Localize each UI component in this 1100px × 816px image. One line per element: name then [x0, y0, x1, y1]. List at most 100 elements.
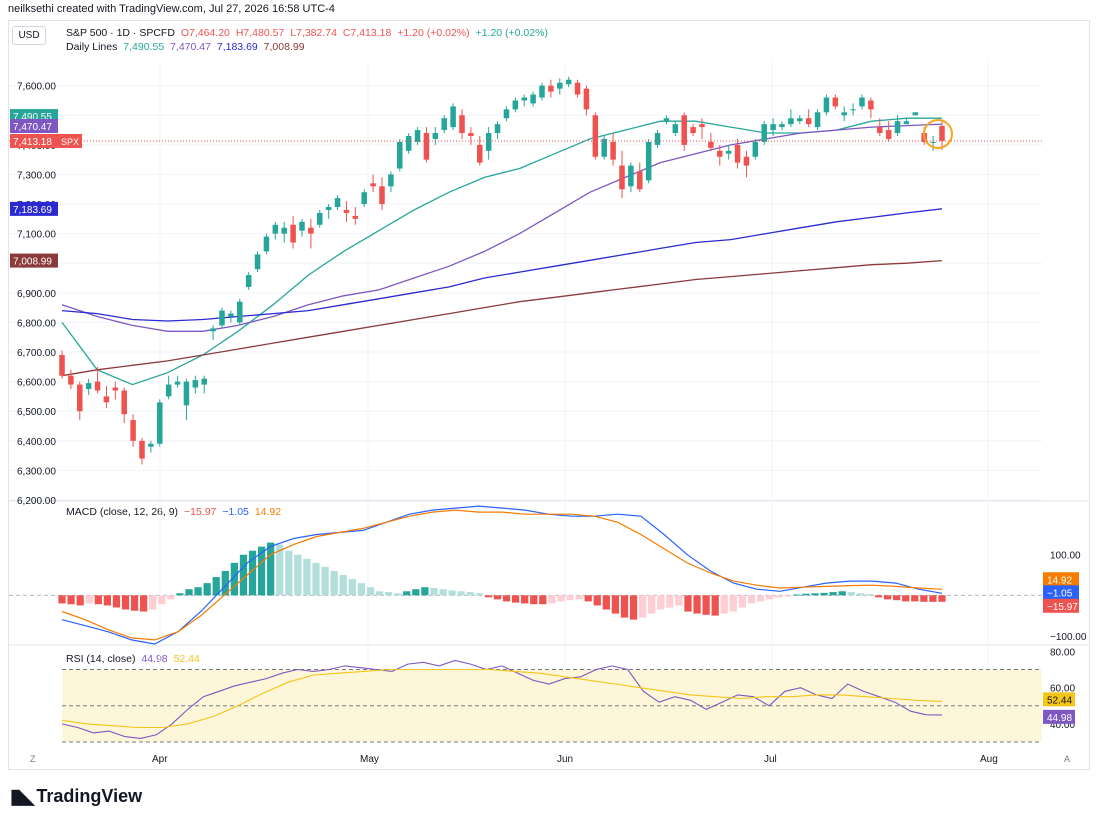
auto-scale-toggle[interactable]: A — [1064, 754, 1071, 764]
candle-body — [59, 354, 65, 376]
change-value-2: +1.20 (+0.02%) — [475, 27, 548, 39]
price-label-tag — [10, 133, 58, 148]
candle-body — [423, 133, 430, 160]
price-tick-label: 7,100.00 — [17, 230, 56, 241]
candle-body — [94, 381, 101, 391]
macd-histogram-bar — [176, 593, 184, 596]
macd-histogram-bar — [285, 550, 293, 596]
macd-histogram-bar — [820, 592, 828, 596]
rsi-tick-label: 80.00 — [1050, 647, 1075, 658]
macd-histogram-bar — [67, 595, 75, 605]
macd-histogram-bar — [811, 593, 819, 596]
candle-body — [788, 118, 794, 125]
candle-body — [912, 112, 919, 116]
candle-body — [308, 227, 314, 234]
macd-histogram-bar — [366, 587, 375, 596]
price-tick-label: 7,300.00 — [17, 170, 56, 181]
price-tick-label: 6,500.00 — [17, 407, 56, 418]
macd-histogram-bar — [766, 595, 774, 600]
brand-name: TradingView — [36, 786, 143, 806]
macd-legend: MACD (close, 12, 26, 9) −15.97 −1.05 14.… — [66, 506, 284, 518]
rsi-legend: RSI (14, close) 44.98 52.44 — [66, 653, 203, 665]
candle-body — [414, 130, 421, 142]
macd-signal-value: 14.92 — [254, 506, 282, 518]
macd-histogram-bar — [439, 589, 447, 596]
macd-histogram-bar — [121, 595, 130, 610]
candle-body — [885, 130, 892, 139]
candle-body — [939, 125, 945, 141]
macd-histogram-bar — [394, 593, 402, 596]
candle-body — [165, 384, 172, 397]
x-tick-label: Jul — [764, 754, 777, 765]
candle-body — [761, 124, 767, 142]
ma-line-1 — [61, 117, 942, 386]
macd-histogram-bar — [76, 595, 84, 606]
x-tick-label: Apr — [152, 754, 168, 765]
macd-histogram-bar — [784, 595, 792, 597]
candle-body — [734, 144, 741, 163]
symbol-label[interactable]: S&P 500 · 1D · SPCFD — [66, 27, 175, 39]
macd-histogram-bar — [112, 595, 121, 608]
macd-histogram-bar — [511, 595, 520, 603]
candle-body — [112, 387, 119, 391]
macd-histogram-bar — [611, 595, 620, 614]
price-tick-label: 7,600.00 — [17, 82, 56, 93]
currency-button[interactable]: USD — [12, 26, 46, 45]
candle-body — [868, 100, 874, 110]
chart-frame — [8, 20, 1090, 770]
macd-tick-label: 100.00 — [1050, 551, 1081, 562]
macd-histogram-bar — [230, 562, 238, 596]
macd-signal-line — [61, 509, 943, 641]
candle-body — [77, 384, 83, 412]
macd-histogram-bar — [457, 591, 465, 596]
rsi-value-tag — [1043, 692, 1075, 707]
timezone-toggle[interactable]: Z — [30, 754, 36, 764]
macd-label[interactable]: MACD (close, 12, 26, 9) — [66, 506, 179, 518]
macd-histogram-bar — [602, 595, 610, 610]
candle-body — [477, 144, 483, 163]
low-value: L7,382.74 — [290, 27, 337, 39]
price-label-text: 7,183.69 — [13, 205, 52, 216]
candle-body — [565, 79, 572, 85]
candle-body — [210, 328, 216, 332]
candle-body — [228, 313, 234, 317]
candle-body — [530, 94, 536, 104]
price-tick-label: 6,800.00 — [17, 318, 56, 329]
macd-histogram-bar — [566, 595, 574, 601]
candle-body — [494, 124, 501, 134]
macd-histogram-bar — [657, 595, 665, 610]
price-label-tag — [10, 201, 58, 216]
candle-body — [699, 124, 705, 128]
symbol-tag-text: SPX — [61, 137, 79, 147]
symbol-tag — [58, 133, 82, 148]
macd-histogram-bar — [130, 595, 139, 611]
candle-body — [441, 118, 447, 131]
candle-body — [485, 133, 492, 151]
candle-body — [850, 109, 856, 111]
candle-body — [103, 396, 110, 403]
candle-body — [334, 198, 341, 208]
rsi-label[interactable]: RSI (14, close) — [66, 653, 136, 665]
macd-histogram-bar — [330, 570, 338, 596]
candle-body — [237, 301, 243, 323]
candle-body — [859, 97, 865, 107]
macd-value-tag — [1043, 585, 1079, 600]
ma2-value: 7,470.47 — [170, 41, 211, 53]
macd-histogram-bar — [185, 589, 193, 596]
macd-histogram-bar — [539, 595, 547, 605]
macd-histogram-bar — [58, 595, 66, 604]
macd-histogram-bar — [874, 595, 883, 598]
tradingview-logo-icon: ▮◣ — [10, 786, 34, 808]
candle-body — [690, 127, 696, 134]
macd-histogram-bar — [321, 566, 329, 596]
macd-histogram-bar — [693, 595, 701, 614]
macd-histogram-bar — [575, 595, 583, 600]
candle-body — [397, 141, 403, 169]
close-value: C7,413.18 — [342, 27, 392, 39]
ma-label[interactable]: Daily Lines — [66, 41, 118, 53]
macd-histogram-bar — [294, 554, 302, 596]
price-label-text: 7,470.47 — [13, 122, 52, 133]
macd-histogram-bar — [557, 595, 565, 602]
price-tick-label: 6,400.00 — [17, 437, 56, 448]
